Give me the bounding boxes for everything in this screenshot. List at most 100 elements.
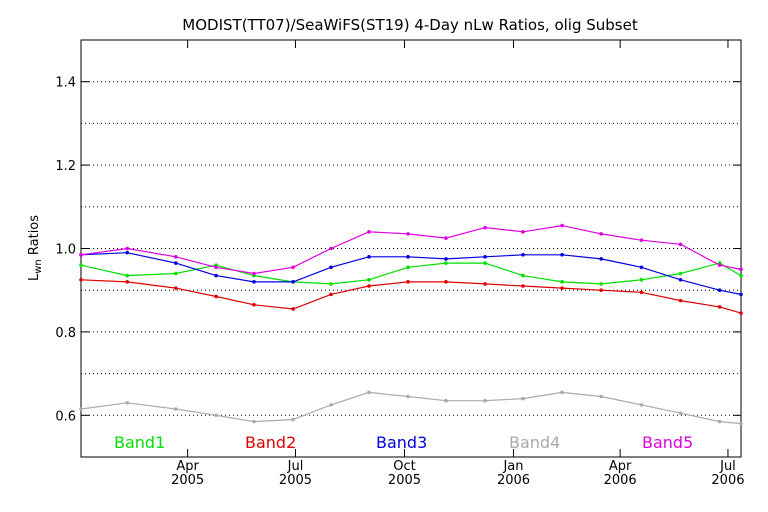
x-tick-label-month: Jul xyxy=(719,459,736,474)
data-point-band2 xyxy=(483,282,487,286)
data-point-band3 xyxy=(678,277,683,282)
data-point-band4 xyxy=(125,400,130,405)
y-gridlines xyxy=(81,81,741,416)
data-point-band1 xyxy=(521,273,525,278)
series-line-band3 xyxy=(80,252,742,295)
data-point-band4 xyxy=(521,396,525,401)
data-point-band2 xyxy=(79,277,83,282)
data-point-band2 xyxy=(329,292,333,297)
data-point-band1 xyxy=(444,261,448,265)
legend-entry-band5: Band5 xyxy=(642,433,693,452)
legend-entry-band1: Band1 xyxy=(114,433,165,452)
chart-title: MODIST(TT07)/SeaWiFS(ST19) 4-Day nLw Rat… xyxy=(182,16,638,34)
data-point-band5 xyxy=(444,236,448,240)
x-tick-label-year: 2006 xyxy=(497,473,530,488)
data-point-band3 xyxy=(406,255,410,259)
data-point-band2 xyxy=(739,311,743,315)
data-point-band3 xyxy=(599,257,603,261)
data-point-band1 xyxy=(560,280,564,284)
data-point-band2 xyxy=(639,290,644,295)
data-point-band4 xyxy=(639,403,644,407)
data-point-band2 xyxy=(678,298,683,303)
x-tick-label-month: Apr xyxy=(609,459,632,474)
x-tick-label-year: 2005 xyxy=(279,473,312,488)
legend-entry-band2: Band2 xyxy=(245,433,296,452)
data-point-band1 xyxy=(739,273,743,278)
data-point-band2 xyxy=(367,284,371,288)
data-point-band4 xyxy=(173,407,178,411)
data-point-band5 xyxy=(252,271,256,276)
data-point-band2 xyxy=(214,294,218,299)
data-point-band3 xyxy=(252,280,256,284)
data-point-band5 xyxy=(79,252,83,257)
x-axis: Apr2005Jul2005Oct2005Jan2006Apr2006Jul20… xyxy=(171,40,745,488)
data-point-band3 xyxy=(173,261,178,265)
series-line-band4 xyxy=(80,391,742,425)
data-point-band5 xyxy=(173,255,178,259)
data-point-band4 xyxy=(79,407,83,411)
data-point-band5 xyxy=(739,267,743,272)
data-point-band4 xyxy=(560,390,564,395)
x-tick-label-month: Jan xyxy=(502,459,523,474)
data-point-band2 xyxy=(173,286,178,290)
data-point-band2 xyxy=(406,280,410,284)
data-point-band1 xyxy=(125,273,130,278)
data-point-band1 xyxy=(406,265,410,270)
x-tick-label-month: Jul xyxy=(287,459,304,474)
data-point-band1 xyxy=(639,277,644,282)
data-point-band3 xyxy=(367,255,371,259)
data-point-band3 xyxy=(717,288,722,293)
data-point-band4 xyxy=(717,419,722,424)
data-point-band4 xyxy=(406,394,410,399)
series-line-band1 xyxy=(80,262,742,285)
data-point-band5 xyxy=(214,265,218,270)
legend: Band1 Band2 Band3 Band4 Band5 xyxy=(114,433,693,452)
data-point-band5 xyxy=(599,232,603,236)
data-point-band4 xyxy=(599,394,603,399)
data-point-band2 xyxy=(444,280,448,284)
data-point-band3 xyxy=(125,250,130,255)
data-point-band5 xyxy=(639,238,644,242)
data-point-band4 xyxy=(739,421,743,426)
data-point-band5 xyxy=(483,225,487,230)
data-point-band5 xyxy=(367,230,371,234)
y-tick-label: 1.4 xyxy=(55,76,76,91)
x-tick-label-month: Apr xyxy=(176,459,199,474)
data-point-band2 xyxy=(252,302,256,307)
data-point-band2 xyxy=(125,280,130,284)
x-tick-label-year: 2006 xyxy=(604,473,637,488)
series-layer xyxy=(79,223,743,426)
data-point-band5 xyxy=(329,246,333,251)
y-axis-label-subscript: wn xyxy=(33,259,44,274)
data-point-band2 xyxy=(717,305,722,309)
data-point-band2 xyxy=(521,284,525,288)
legend-entry-band4: Band4 xyxy=(509,433,560,452)
y-axis: 0.6 0.8 1.0 1.2 1.4 xyxy=(55,76,741,424)
data-point-band1 xyxy=(678,271,683,276)
plot-frame xyxy=(80,39,742,458)
x-tick-label-year: 2006 xyxy=(711,473,744,488)
data-point-band1 xyxy=(367,277,371,282)
data-point-band1 xyxy=(599,282,603,286)
data-point-band1 xyxy=(483,261,487,265)
data-point-band1 xyxy=(79,263,83,267)
data-point-band2 xyxy=(291,307,295,311)
data-point-band2 xyxy=(599,288,603,293)
y-axis-label: Lwn Ratios xyxy=(27,215,44,281)
data-point-band3 xyxy=(214,273,218,278)
data-point-band3 xyxy=(329,265,333,270)
series-line-band5 xyxy=(80,224,742,275)
x-tick-label-year: 2005 xyxy=(388,473,421,488)
data-point-band5 xyxy=(717,263,722,267)
data-point-band3 xyxy=(739,292,743,297)
data-point-band3 xyxy=(291,280,295,284)
data-point-band5 xyxy=(125,246,130,251)
data-point-band4 xyxy=(483,398,487,403)
series-line-band2 xyxy=(80,279,742,314)
data-point-band4 xyxy=(444,398,448,403)
data-point-band5 xyxy=(560,223,564,228)
data-point-band1 xyxy=(173,271,178,276)
data-point-band4 xyxy=(678,411,683,416)
data-point-band3 xyxy=(521,252,525,257)
